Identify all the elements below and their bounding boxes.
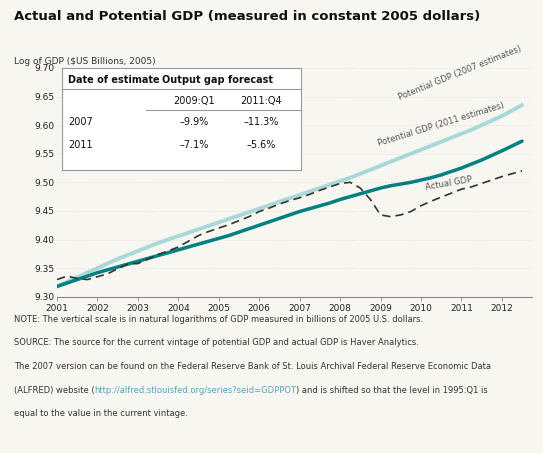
Text: 2007: 2007 <box>68 117 93 127</box>
Text: Potential GDP (2011 estimates): Potential GDP (2011 estimates) <box>376 101 505 148</box>
Text: (ALFRED) website (: (ALFRED) website ( <box>14 386 94 395</box>
Text: Potential GDP (2007 estimates): Potential GDP (2007 estimates) <box>397 44 522 101</box>
Text: –11.3%: –11.3% <box>243 117 279 127</box>
Text: Log of GDP ($US Billions, 2005): Log of GDP ($US Billions, 2005) <box>14 57 155 66</box>
Text: –7.1%: –7.1% <box>179 140 209 150</box>
Text: –5.6%: –5.6% <box>246 140 275 150</box>
Text: http://alfred.stlouisfed.org/series?seid=GDPPOT: http://alfred.stlouisfed.org/series?seid… <box>94 386 296 395</box>
Text: Actual and Potential GDP (measured in constant 2005 dollars): Actual and Potential GDP (measured in co… <box>14 10 480 23</box>
Text: 2011:Q4: 2011:Q4 <box>240 96 282 106</box>
Text: Date of estimate: Date of estimate <box>68 75 160 85</box>
Text: SOURCE: The source for the current vintage of potential GDP and actual GDP is Ha: SOURCE: The source for the current vinta… <box>14 338 419 347</box>
Text: ) and is shifted so that the level in 1995:Q1 is: ) and is shifted so that the level in 19… <box>296 386 488 395</box>
Text: equal to the value in the current vintage.: equal to the value in the current vintag… <box>14 409 187 418</box>
Text: 2009:Q1: 2009:Q1 <box>173 96 214 106</box>
Text: Actual GDP: Actual GDP <box>425 174 473 192</box>
Text: The 2007 version can be found on the Federal Reserve Bank of St. Louis Archival : The 2007 version can be found on the Fed… <box>14 362 490 371</box>
Text: –9.9%: –9.9% <box>179 117 209 127</box>
Text: Output gap forecast: Output gap forecast <box>162 75 273 85</box>
Text: 2011: 2011 <box>68 140 93 150</box>
Text: NOTE: The vertical scale is in natural logarithms of GDP measured in billions of: NOTE: The vertical scale is in natural l… <box>14 315 422 324</box>
